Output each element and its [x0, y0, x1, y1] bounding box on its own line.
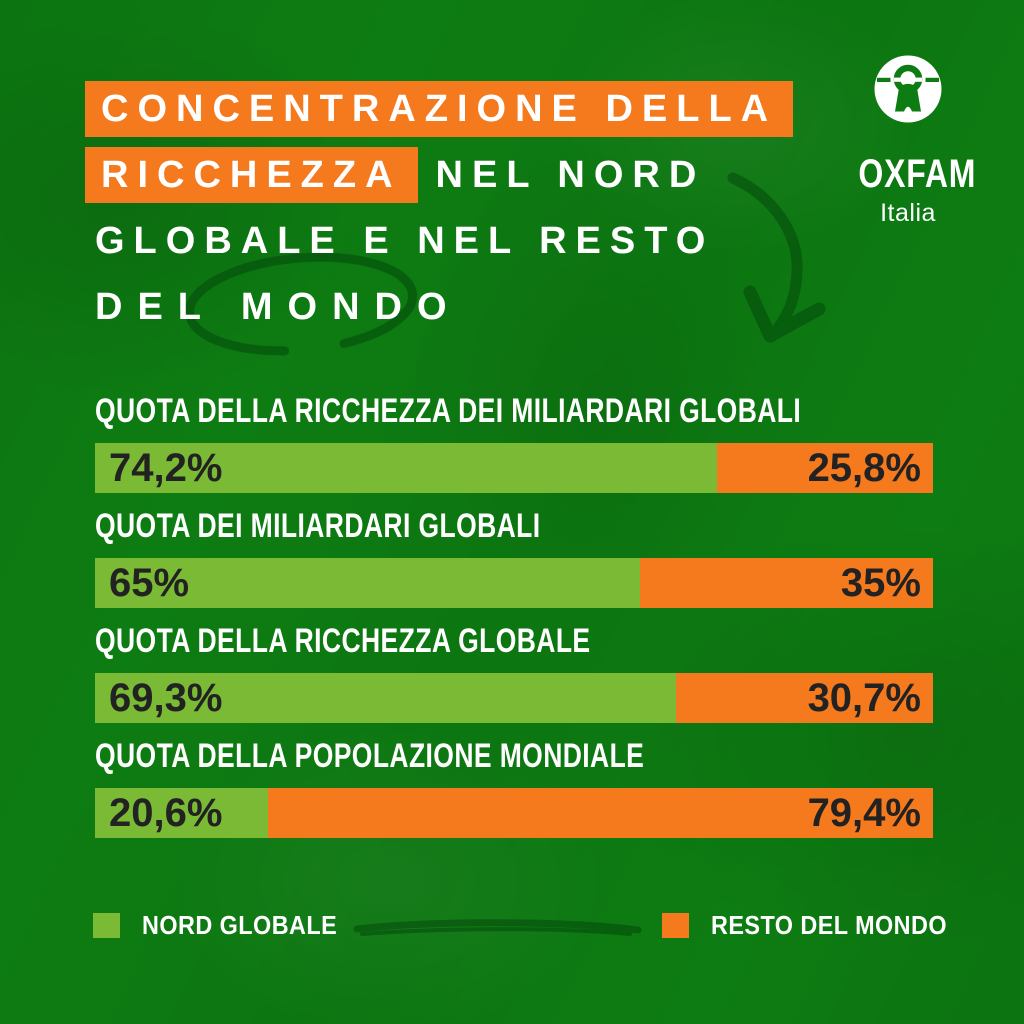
chart-row-4: QUOTA DELLA POPOLAZIONE MONDIALE 20,6% 7…: [95, 739, 933, 838]
legend-label: RESTO DEL MONDO: [711, 910, 948, 940]
brand-block: OXFAM Italia: [846, 45, 977, 228]
legend-item-resto-del-mondo: RESTO DEL MONDO: [662, 910, 973, 940]
bar-segment-nord-globale: 65%: [95, 558, 640, 608]
brand-wordmark: OXFAM: [858, 152, 977, 196]
bar-segment-resto-del-mondo: 30,7%: [675, 673, 933, 723]
bar-segment-nord-globale: 69,3%: [95, 673, 676, 723]
stacked-bar: 20,6% 79,4%: [95, 788, 933, 838]
legend-swatch-orange: [662, 913, 689, 938]
stacked-bar: 74,2% 25,8%: [95, 443, 933, 493]
title-highlight-2: RICCHEZZA: [85, 147, 418, 203]
bar-value-right: 79,4%: [807, 791, 921, 835]
bar-segment-resto-del-mondo: 25,8%: [716, 443, 933, 493]
bar-chart-group: QUOTA DELLA RICCHEZZA DEI MILIARDARI GLO…: [95, 394, 933, 854]
bar-category-label: QUOTA DELLA RICCHEZZA DEI MILIARDARI GLO…: [95, 392, 802, 430]
chart-row-2: QUOTA DEI MILIARDARI GLOBALI 65% 35%: [95, 509, 933, 608]
stacked-bar: 69,3% 30,7%: [95, 673, 933, 723]
bar-value-left: 20,6%: [109, 791, 223, 835]
brand-region: Italia: [880, 199, 936, 227]
chart-row-3: QUOTA DELLA RICCHEZZA GLOBALE 69,3% 30,7…: [95, 624, 933, 723]
title-line-2-rest: NEL NORD: [435, 154, 706, 196]
page-title: CONCENTRAZIONE DELLA RICCHEZZA NEL NORD …: [85, 81, 794, 345]
title-line-2-highlight: RICCHEZZA: [101, 154, 402, 196]
legend-swatch-green: [93, 913, 120, 938]
title-line-1: CONCENTRAZIONE DELLA: [101, 88, 778, 130]
bar-segment-nord-globale: 74,2%: [95, 443, 717, 493]
bar-value-right: 25,8%: [807, 446, 921, 490]
bar-value-left: 65%: [109, 561, 190, 605]
bar-category-label: QUOTA DEI MILIARDARI GLOBALI: [95, 507, 541, 545]
bar-value-left: 74,2%: [109, 446, 223, 490]
oxfam-person-icon: [874, 55, 942, 123]
bar-category-label: QUOTA DELLA POPOLAZIONE MONDIALE: [95, 737, 645, 775]
chart-legend: NORD GLOBALE RESTO DEL MONDO: [0, 910, 1024, 943]
stacked-bar: 65% 35%: [95, 558, 933, 608]
bar-value-left: 69,3%: [109, 676, 223, 720]
title-line-3: GLOBALE E NEL RESTO: [95, 220, 715, 262]
bar-value-right: 35%: [840, 561, 921, 605]
bar-segment-resto-del-mondo: 35%: [639, 558, 933, 608]
title-highlight-1: CONCENTRAZIONE DELLA: [85, 81, 794, 137]
legend-label: NORD GLOBALE: [142, 910, 338, 940]
title-line-4: DEL MONDO: [95, 286, 462, 328]
chart-row-1: QUOTA DELLA RICCHEZZA DEI MILIARDARI GLO…: [95, 394, 933, 493]
bar-category-label: QUOTA DELLA RICCHEZZA GLOBALE: [95, 622, 591, 660]
legend-item-nord-globale: NORD GLOBALE: [93, 910, 359, 940]
bar-segment-resto-del-mondo: 79,4%: [267, 788, 933, 838]
bar-value-right: 30,7%: [807, 676, 921, 720]
bar-segment-nord-globale: 20,6%: [95, 788, 268, 838]
